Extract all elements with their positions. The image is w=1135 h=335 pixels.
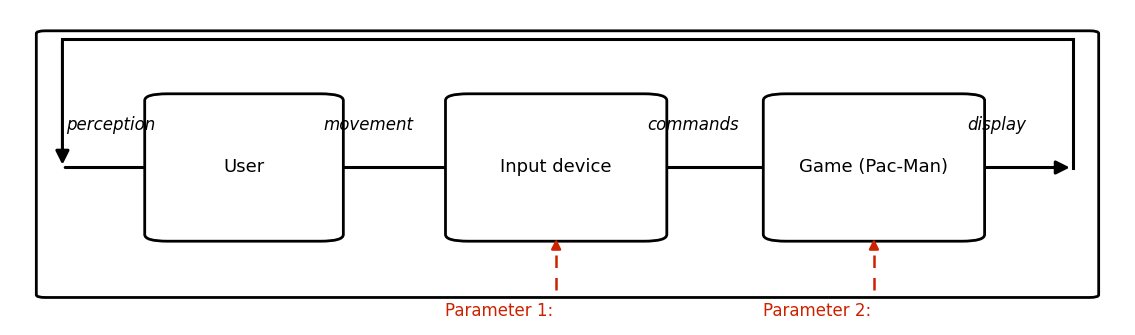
Text: display: display: [967, 116, 1026, 134]
FancyBboxPatch shape: [145, 94, 343, 241]
Text: commands: commands: [647, 116, 739, 134]
FancyBboxPatch shape: [445, 94, 666, 241]
Text: Parameter 1:: Parameter 1:: [445, 302, 558, 320]
Text: Parameter 2:: Parameter 2:: [763, 302, 876, 320]
Text: movement: movement: [323, 116, 413, 134]
FancyBboxPatch shape: [764, 94, 985, 241]
Text: Input device: Input device: [501, 158, 612, 177]
Text: Game (Pac-Man): Game (Pac-Man): [799, 158, 949, 177]
Text: perception: perception: [66, 116, 155, 134]
Text: User: User: [224, 158, 264, 177]
